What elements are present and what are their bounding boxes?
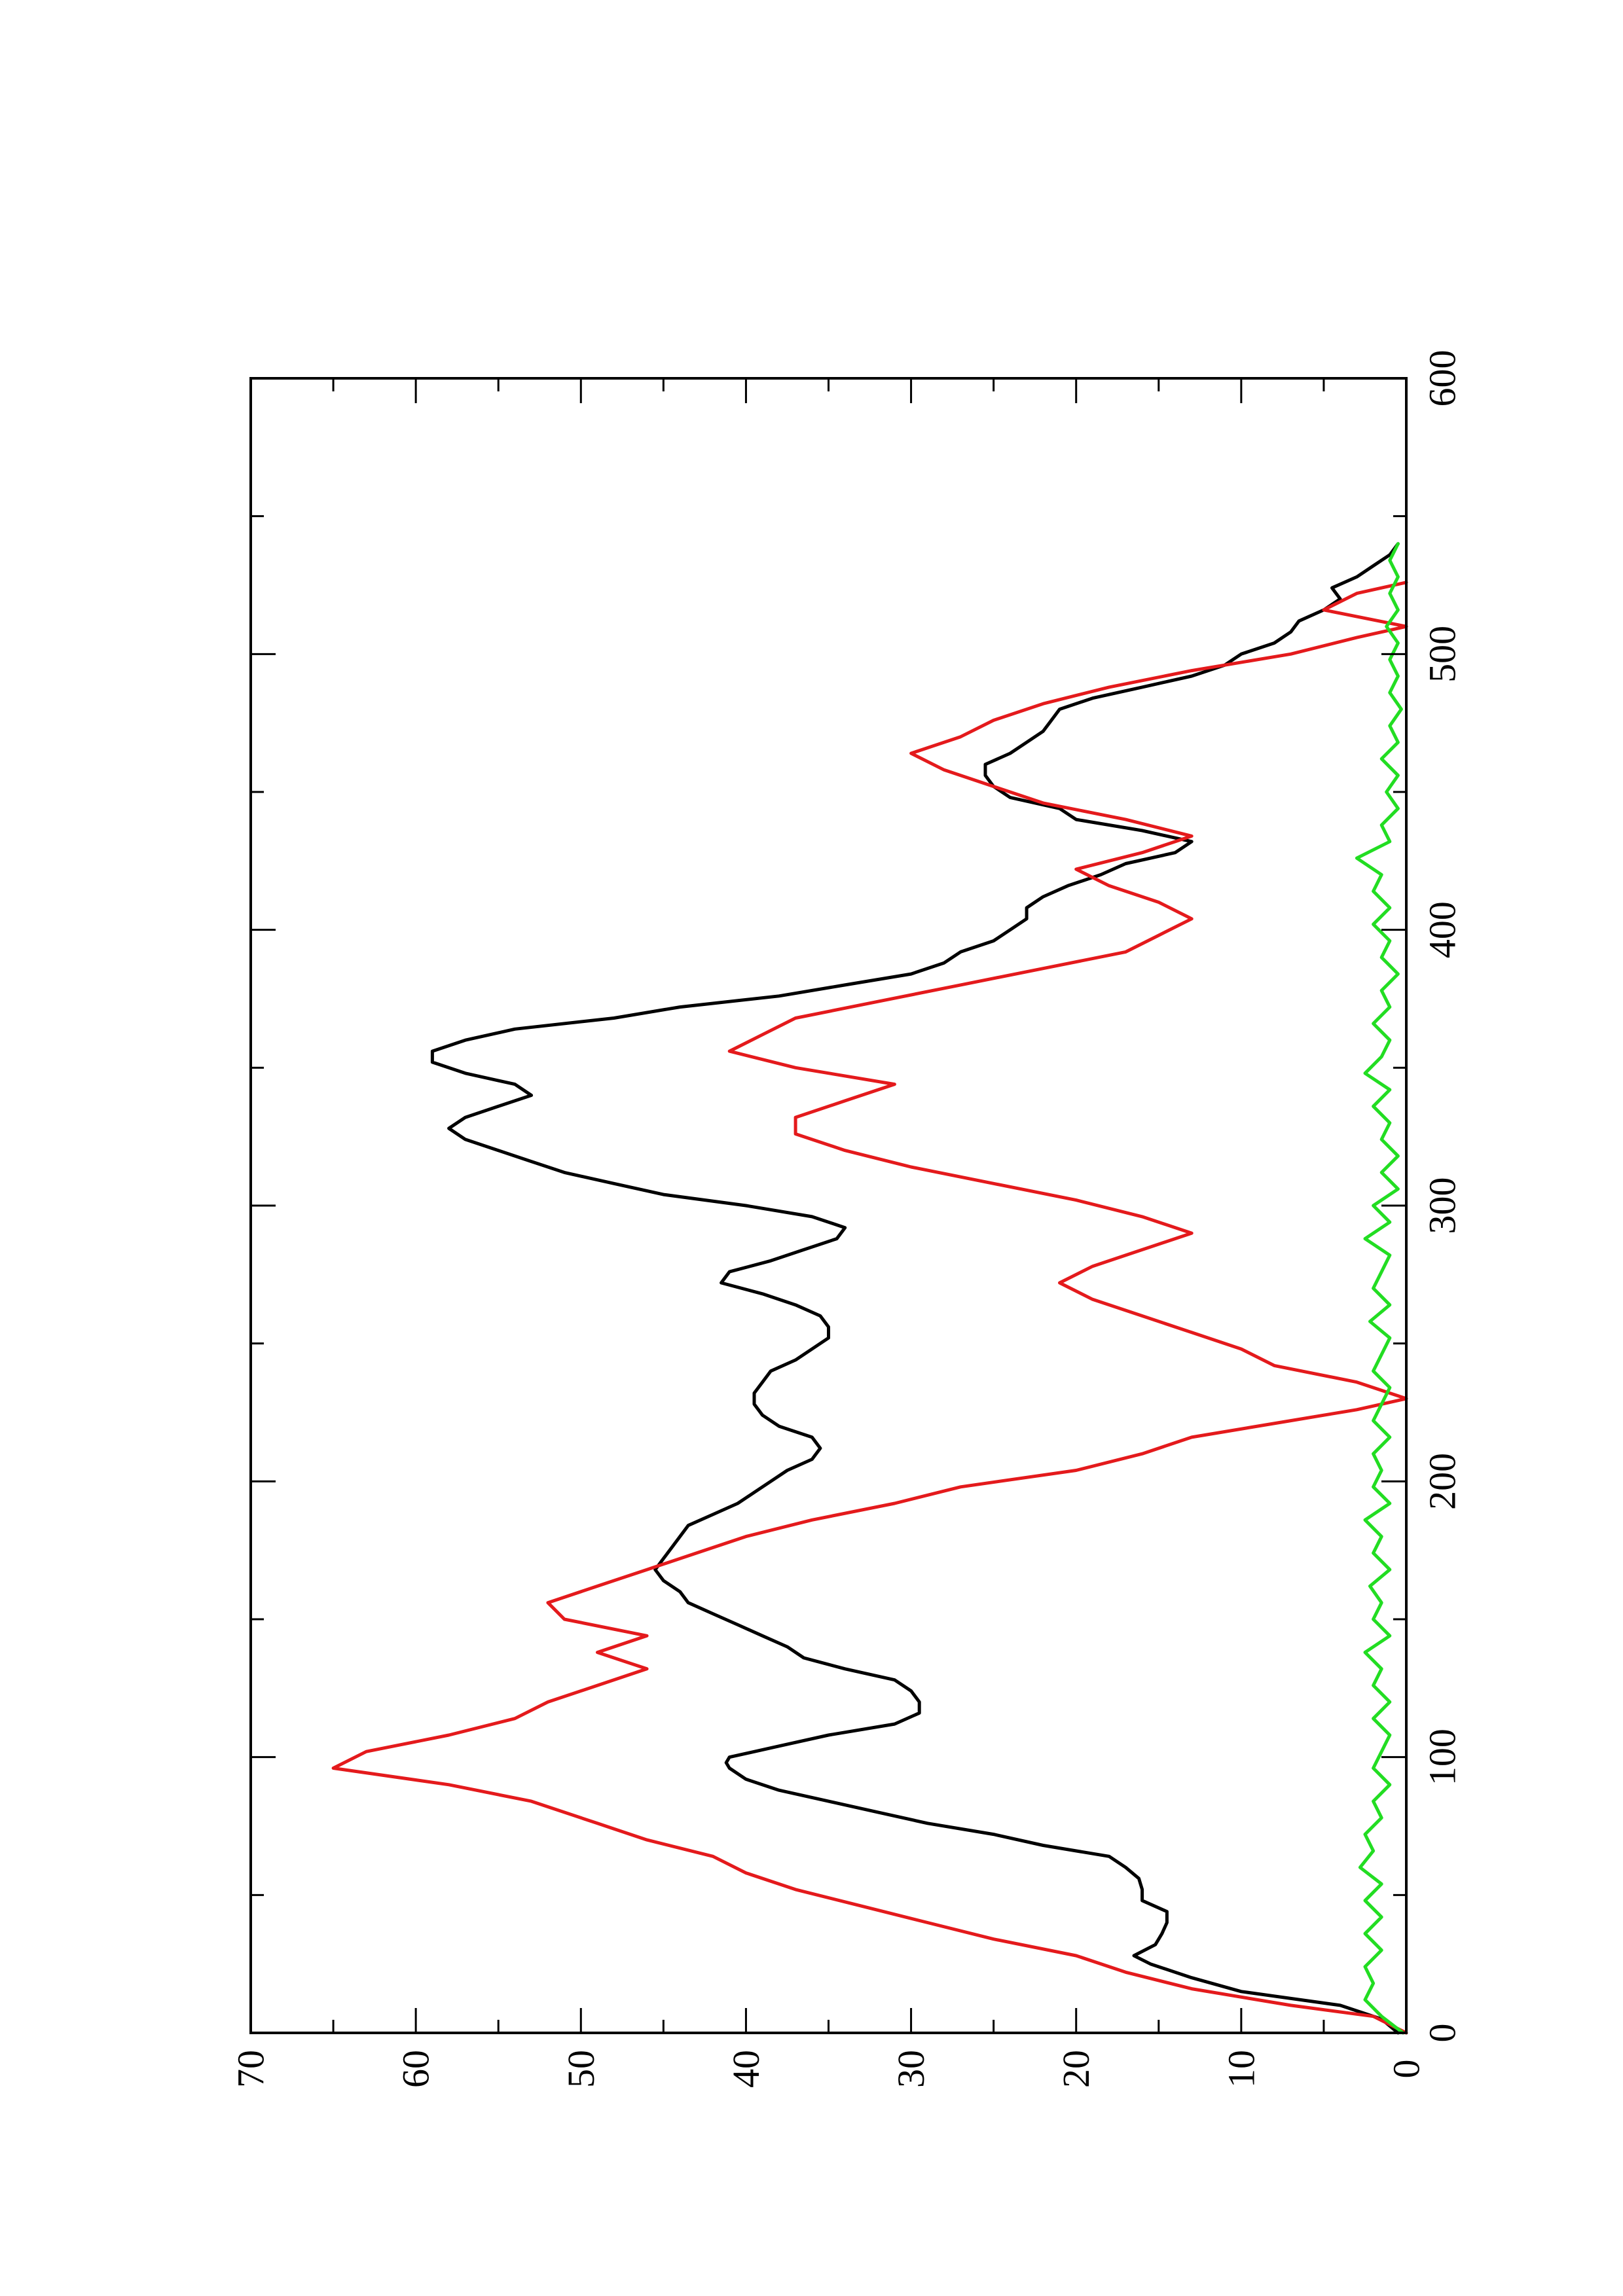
series-line-3 [1355, 542, 1405, 2035]
x-tick-label-600: 600 [1421, 350, 1464, 407]
y-tick-label-30: 30 [890, 2050, 932, 2088]
series-line-2 [331, 581, 1408, 2035]
y-tick-label-70: 70 [230, 2050, 272, 2088]
plot-frame [249, 377, 1408, 2034]
y-tick-label-50: 50 [560, 2050, 602, 2088]
y-tick-label-60: 60 [395, 2050, 437, 2088]
x-tick-label-200: 200 [1421, 1453, 1464, 1510]
x-tick-label-0: 0 [1421, 2024, 1464, 2043]
y-tick-label-0: 0 [1385, 2060, 1428, 2079]
series-layer [331, 542, 1408, 2035]
series-line-1 [430, 542, 1400, 2035]
y-tick-label-10: 10 [1220, 2050, 1262, 2088]
x-tick-label-400: 400 [1421, 901, 1464, 958]
x-tick-label-300: 300 [1421, 1177, 1464, 1234]
label-layer: 0 100 200 300 400 500 600 0 10 20 30 40 50 60 70 [230, 350, 1464, 2089]
x-tick-label-100: 100 [1421, 1729, 1464, 1785]
y-tick-label-20: 20 [1055, 2050, 1097, 2088]
x-tick-label-500: 500 [1421, 626, 1464, 683]
y-tick-label-40: 40 [725, 2050, 767, 2088]
